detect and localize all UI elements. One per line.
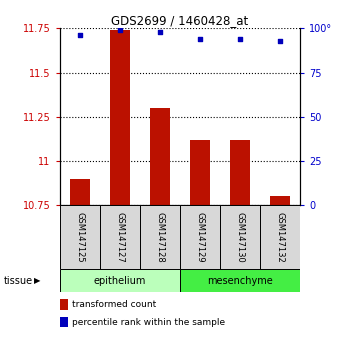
Text: epithelium: epithelium: [93, 275, 146, 286]
Bar: [190, 140, 210, 205]
Bar: [60, 269, 180, 292]
Bar: [220, 205, 260, 269]
Text: GSM147128: GSM147128: [155, 212, 164, 263]
Text: GSM147129: GSM147129: [195, 212, 204, 263]
Text: GSM147125: GSM147125: [75, 212, 84, 263]
Text: tissue: tissue: [3, 275, 32, 286]
Bar: [180, 269, 300, 292]
Text: percentile rank within the sample: percentile rank within the sample: [72, 318, 225, 327]
Point: [197, 36, 203, 42]
Bar: [260, 205, 300, 269]
Bar: [60, 205, 100, 269]
Text: transformed count: transformed count: [72, 300, 156, 309]
Point: [77, 33, 83, 38]
Bar: [150, 108, 170, 205]
Text: GSM147127: GSM147127: [115, 212, 124, 263]
Point: [277, 38, 283, 44]
Bar: [180, 205, 220, 269]
Point: [157, 29, 163, 35]
Text: mesenchyme: mesenchyme: [207, 275, 273, 286]
Text: ▶: ▶: [34, 276, 41, 285]
Point: [237, 36, 243, 42]
Text: GSM147130: GSM147130: [236, 212, 244, 263]
Bar: [270, 196, 290, 205]
Bar: [70, 179, 90, 205]
Bar: [230, 140, 250, 205]
Bar: [110, 30, 130, 205]
Bar: [100, 205, 140, 269]
Point: [117, 27, 122, 33]
Text: GSM147132: GSM147132: [276, 212, 284, 263]
Bar: [140, 205, 180, 269]
Title: GDS2699 / 1460428_at: GDS2699 / 1460428_at: [111, 14, 249, 27]
